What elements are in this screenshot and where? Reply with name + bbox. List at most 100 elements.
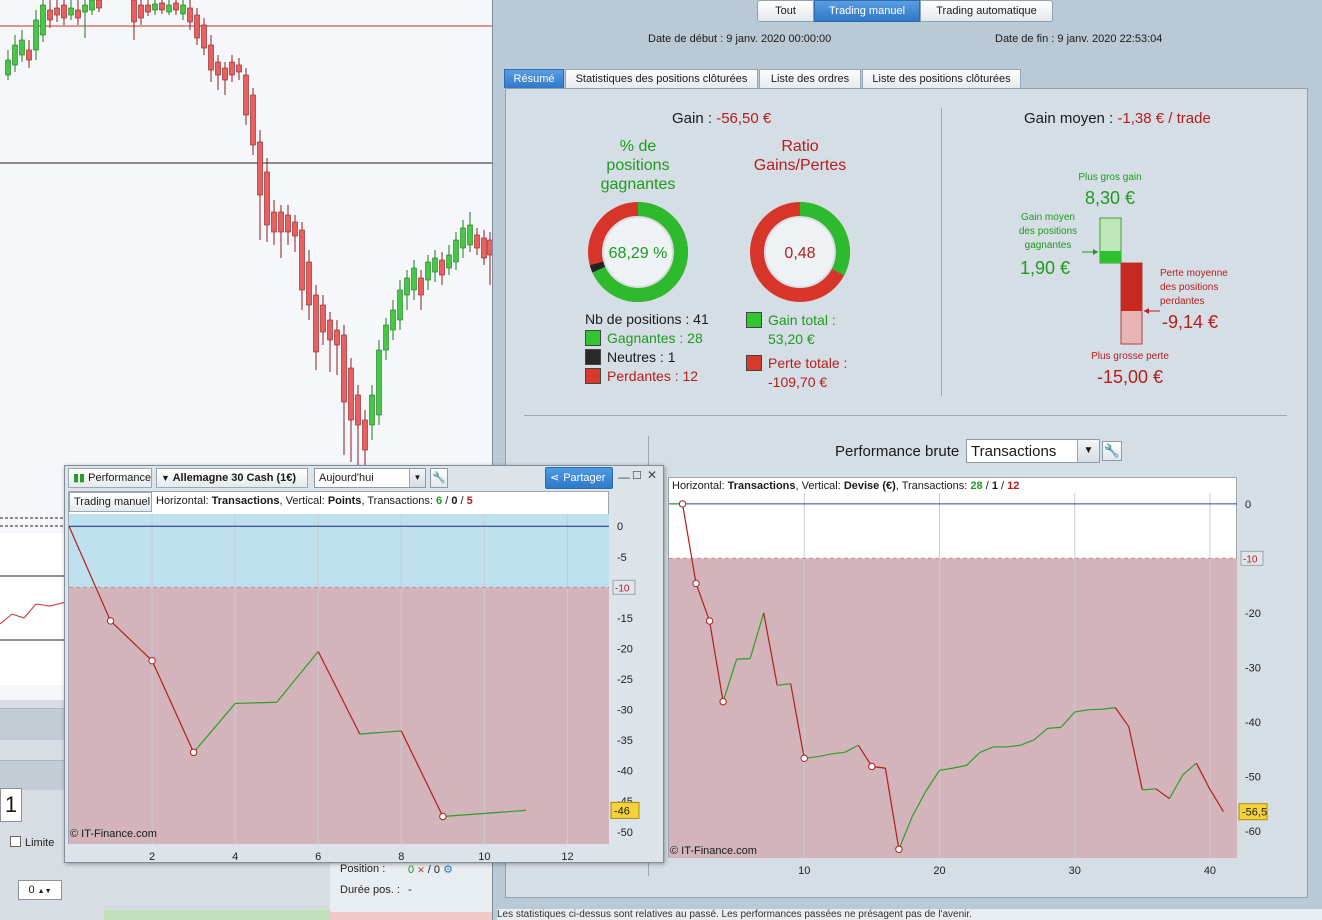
current-value-label: -56,5	[1242, 807, 1267, 819]
float-chart-header: Horizontal: Transactions, Vertical: Poin…	[156, 495, 473, 507]
series-segment	[708, 620, 724, 702]
performance-title-button[interactable]: ▮▮ Performance	[68, 468, 152, 488]
candle-body	[250, 94, 256, 146]
quantity-input[interactable]: 1	[0, 788, 22, 822]
series-segment	[1020, 739, 1035, 746]
minimize-icon[interactable]: —	[618, 470, 630, 484]
neutral-count-text: Neutres : 1	[607, 349, 676, 365]
series-segment	[939, 767, 954, 771]
arrow-head-icon	[1093, 249, 1098, 255]
series-segment	[884, 768, 900, 850]
donut-ring-neutral	[588, 202, 688, 302]
tab-resume[interactable]: Résumé	[504, 69, 564, 88]
candle-body	[173, 2, 179, 11]
red-bar	[330, 912, 495, 920]
series-segment	[763, 612, 778, 686]
candle-body	[481, 237, 487, 259]
header-part: Transactions	[211, 495, 280, 507]
header-part: Points	[327, 495, 362, 507]
position-value: 0	[408, 864, 415, 876]
wrench-icon[interactable]: 🔧	[1102, 441, 1122, 461]
settings-gears-icon[interactable]: ⚙	[443, 864, 453, 876]
period-select[interactable]: Aujourd'hui ▼	[314, 468, 426, 488]
candle-body	[194, 14, 200, 39]
pct-title-line: gagnantes	[600, 176, 676, 193]
candle-body	[19, 39, 25, 56]
data-point	[719, 697, 727, 706]
avg-winning-label-line: gagnantes	[1024, 240, 1072, 251]
candle-body	[292, 221, 298, 237]
data-point	[439, 812, 447, 821]
data-point	[148, 656, 156, 665]
avg-gain-value: -1,38 € / trade	[1117, 110, 1211, 127]
candle-body	[89, 0, 95, 11]
perf-brute-select[interactable]: Transactions ▼	[966, 439, 1100, 463]
gain-loss-bars	[1082, 217, 1160, 345]
y-tick-label: -60	[1245, 826, 1261, 838]
series-segment	[193, 703, 236, 753]
candle-body	[404, 277, 410, 296]
series-segment	[1155, 788, 1170, 800]
data-point	[868, 762, 876, 771]
close-icon[interactable]: ✕	[647, 468, 658, 482]
candle-body	[257, 141, 263, 196]
candle-body	[61, 4, 67, 19]
candle-body	[348, 367, 354, 421]
close-position-icon[interactable]: ✕	[417, 865, 425, 875]
limite-checkbox[interactable]	[10, 836, 21, 847]
candle-body	[453, 239, 459, 263]
candle-body	[460, 227, 466, 249]
candle-body	[166, 4, 172, 13]
mode-tab-automatic[interactable]: Trading automatique	[920, 0, 1053, 22]
series-segment	[400, 730, 444, 817]
candle-body	[271, 211, 277, 233]
winning-count-text: Gagnantes : 28	[607, 330, 703, 346]
limite-checkbox-row[interactable]: Limite	[10, 836, 54, 849]
avg-losing-value: -9,14 €	[1162, 312, 1219, 332]
candle-body	[306, 261, 312, 306]
series-segment	[1168, 774, 1184, 799]
period-value: Aujourd'hui	[319, 472, 374, 484]
maximize-icon[interactable]: ☐	[632, 470, 642, 482]
series-segment	[1074, 709, 1089, 713]
pct-title-line: positions	[606, 157, 670, 174]
chevron-down-icon[interactable]: ▼	[409, 469, 425, 487]
series-segment	[1142, 788, 1156, 791]
y-tick-label: -25	[617, 674, 633, 686]
duree-value: -	[408, 884, 412, 896]
avg-winning-label-line: Gain moyen	[1021, 212, 1075, 223]
tab-closed-positions-stats[interactable]: Statistiques des positions clôturées	[565, 69, 758, 88]
current-value-badge	[1238, 803, 1268, 821]
neutral-count: Neutres : 1	[585, 349, 675, 365]
candle-body	[278, 211, 284, 233]
series-segment	[1128, 726, 1143, 791]
current-value-badge	[610, 801, 640, 819]
share-button[interactable]: ⋖ Partager	[545, 467, 613, 489]
green-bar	[104, 910, 330, 920]
tab-closed-positions-list[interactable]: Liste des positions clôturées	[862, 69, 1021, 88]
candle-body	[145, 4, 151, 13]
mode-tab-all[interactable]: Tout	[757, 0, 814, 22]
start-date-value: 9 janv. 2020 00:00:00	[726, 33, 832, 45]
ratio-title: Ratio Gains/Pertes	[745, 137, 855, 175]
instrument-selector[interactable]: ▼ Allemagne 30 Cash (1€)	[156, 468, 308, 488]
pct-title-line: % de	[619, 138, 657, 155]
series-segment	[1195, 762, 1211, 790]
stepper-arrows-icon[interactable]: ▲▼	[37, 888, 52, 895]
tab-orders-list[interactable]: Liste des ordres	[759, 69, 861, 88]
chevron-down-icon[interactable]: ▼	[1077, 440, 1099, 462]
horizontal-divider	[524, 415, 1287, 416]
candle-body	[467, 224, 473, 246]
loss-zone	[669, 558, 1237, 858]
candle-body	[236, 64, 242, 73]
gain-header: Gain : -56,50 €	[672, 110, 771, 127]
quantity-stepper[interactable]: 0 ▲▼	[18, 880, 62, 900]
candle-body	[54, 7, 60, 16]
wrench-icon[interactable]: 🔧	[430, 468, 448, 488]
candle-body	[152, 3, 158, 11]
mode-tab-manual[interactable]: Trading manuel	[814, 0, 920, 22]
series-segment	[235, 701, 277, 705]
limite-label: Limite	[25, 837, 55, 849]
trading-manuel-button[interactable]: Trading manuel	[69, 492, 152, 512]
series-segment	[736, 658, 751, 660]
